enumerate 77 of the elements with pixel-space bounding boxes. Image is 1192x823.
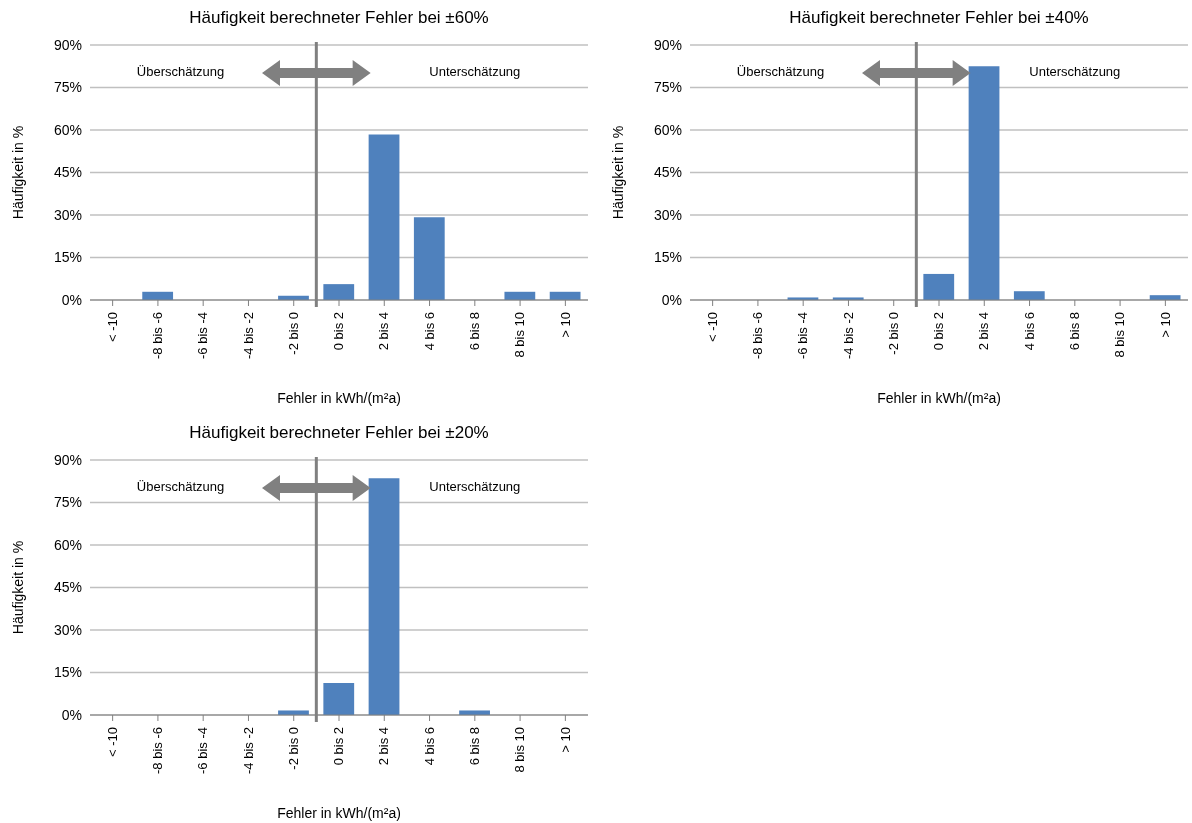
x-tick-label: < -10	[104, 312, 120, 342]
y-tick-label: 75%	[653, 79, 682, 96]
y-tick-label: 75%	[53, 79, 82, 96]
y-tick-label: 15%	[653, 249, 682, 266]
chart-title: Häufigkeit berechneter Fehler bei ±40%	[788, 8, 1090, 28]
x-tick-label: -2 bis 0	[285, 312, 301, 355]
x-tick-label: 6 bis 8	[467, 727, 483, 766]
x-tick-label: -4 bis -2	[240, 727, 256, 774]
x-axis-title: Fehler in kWh/(m²a)	[877, 390, 1001, 406]
x-tick-label: -4 bis -2	[240, 312, 256, 359]
y-tick-label: 45%	[653, 164, 682, 181]
x-tick-label: < -10	[104, 727, 120, 757]
bar	[923, 273, 955, 300]
annotation: Unterschätzung	[428, 64, 522, 80]
x-tick-label: -4 bis -2	[840, 312, 856, 359]
x-tick-label: -6 bis -4	[795, 312, 811, 359]
y-tick-label: 75%	[53, 494, 82, 511]
y-axis-title: Häufigkeit in %	[9, 540, 26, 635]
y-tick-label: 15%	[53, 664, 82, 681]
x-tick-label: 4 bis 6	[1021, 312, 1037, 351]
y-axis-title: Häufigkeit in %	[609, 125, 626, 220]
bar	[323, 682, 355, 715]
x-tick-label: -6 bis -4	[195, 727, 211, 774]
x-axis-title: Fehler in kWh/(m²a)	[277, 805, 401, 821]
bar	[323, 284, 355, 300]
x-tick-label: 4 bis 6	[421, 727, 437, 766]
y-tick-label: 60%	[653, 121, 682, 138]
y-tick-label: 60%	[53, 536, 82, 553]
y-tick-label: 90%	[653, 36, 682, 53]
y-tick-label: 30%	[653, 206, 682, 223]
x-tick-label: < -10	[704, 312, 720, 342]
y-tick-label: 90%	[53, 36, 82, 53]
x-tick-label: 4 bis 6	[421, 312, 437, 351]
y-tick-label: 45%	[53, 579, 82, 596]
x-tick-label: 2 bis 4	[976, 312, 992, 351]
bar	[1013, 291, 1045, 300]
x-tick-label: -6 bis -4	[195, 312, 211, 359]
bar	[413, 217, 445, 300]
y-axis-title: Häufigkeit in %	[9, 125, 26, 220]
x-tick-label: -8 bis -6	[150, 312, 166, 359]
x-tick-label: 0 bis 2	[331, 312, 347, 351]
y-tick-label: 60%	[53, 121, 82, 138]
x-tick-label: > 10	[1157, 312, 1173, 338]
x-tick-label: > 10	[557, 727, 573, 753]
annotation: Unterschätzung	[1028, 64, 1122, 80]
x-tick-label: 8 bis 10	[512, 727, 528, 773]
y-tick-label: 30%	[53, 206, 82, 223]
bar	[368, 478, 400, 715]
bar	[968, 66, 1000, 300]
y-tick-label: 15%	[53, 249, 82, 266]
x-tick-label: 6 bis 8	[1067, 312, 1083, 351]
y-tick-label: 90%	[53, 451, 82, 468]
chart-title: Häufigkeit berechneter Fehler bei ±20%	[188, 423, 490, 443]
bar	[368, 134, 400, 300]
x-tick-label: 8 bis 10	[512, 312, 528, 358]
y-tick-label: 0%	[661, 291, 682, 308]
x-tick-label: > 10	[557, 312, 573, 338]
annotation: Überschätzung	[135, 479, 226, 495]
x-axis-title: Fehler in kWh/(m²a)	[277, 390, 401, 406]
x-tick-label: -2 bis 0	[285, 727, 301, 770]
y-tick-label: 45%	[53, 164, 82, 181]
x-tick-label: 2 bis 4	[376, 727, 392, 766]
annotation: Überschätzung	[735, 64, 826, 80]
x-tick-label: -2 bis 0	[885, 312, 901, 355]
x-tick-label: 2 bis 4	[376, 312, 392, 351]
x-tick-label: 0 bis 2	[931, 312, 947, 351]
y-tick-label: 30%	[53, 621, 82, 638]
x-tick-label: 6 bis 8	[467, 312, 483, 351]
chart-title: Häufigkeit berechneter Fehler bei ±60%	[188, 8, 490, 28]
y-tick-label: 0%	[61, 291, 82, 308]
x-tick-label: 0 bis 2	[331, 727, 347, 766]
x-tick-label: 8 bis 10	[1112, 312, 1128, 358]
y-tick-label: 0%	[61, 706, 82, 723]
x-tick-label: -8 bis -6	[750, 312, 766, 359]
annotation: Überschätzung	[135, 64, 226, 80]
annotation: Unterschätzung	[428, 479, 522, 495]
x-tick-label: -8 bis -6	[150, 727, 166, 774]
